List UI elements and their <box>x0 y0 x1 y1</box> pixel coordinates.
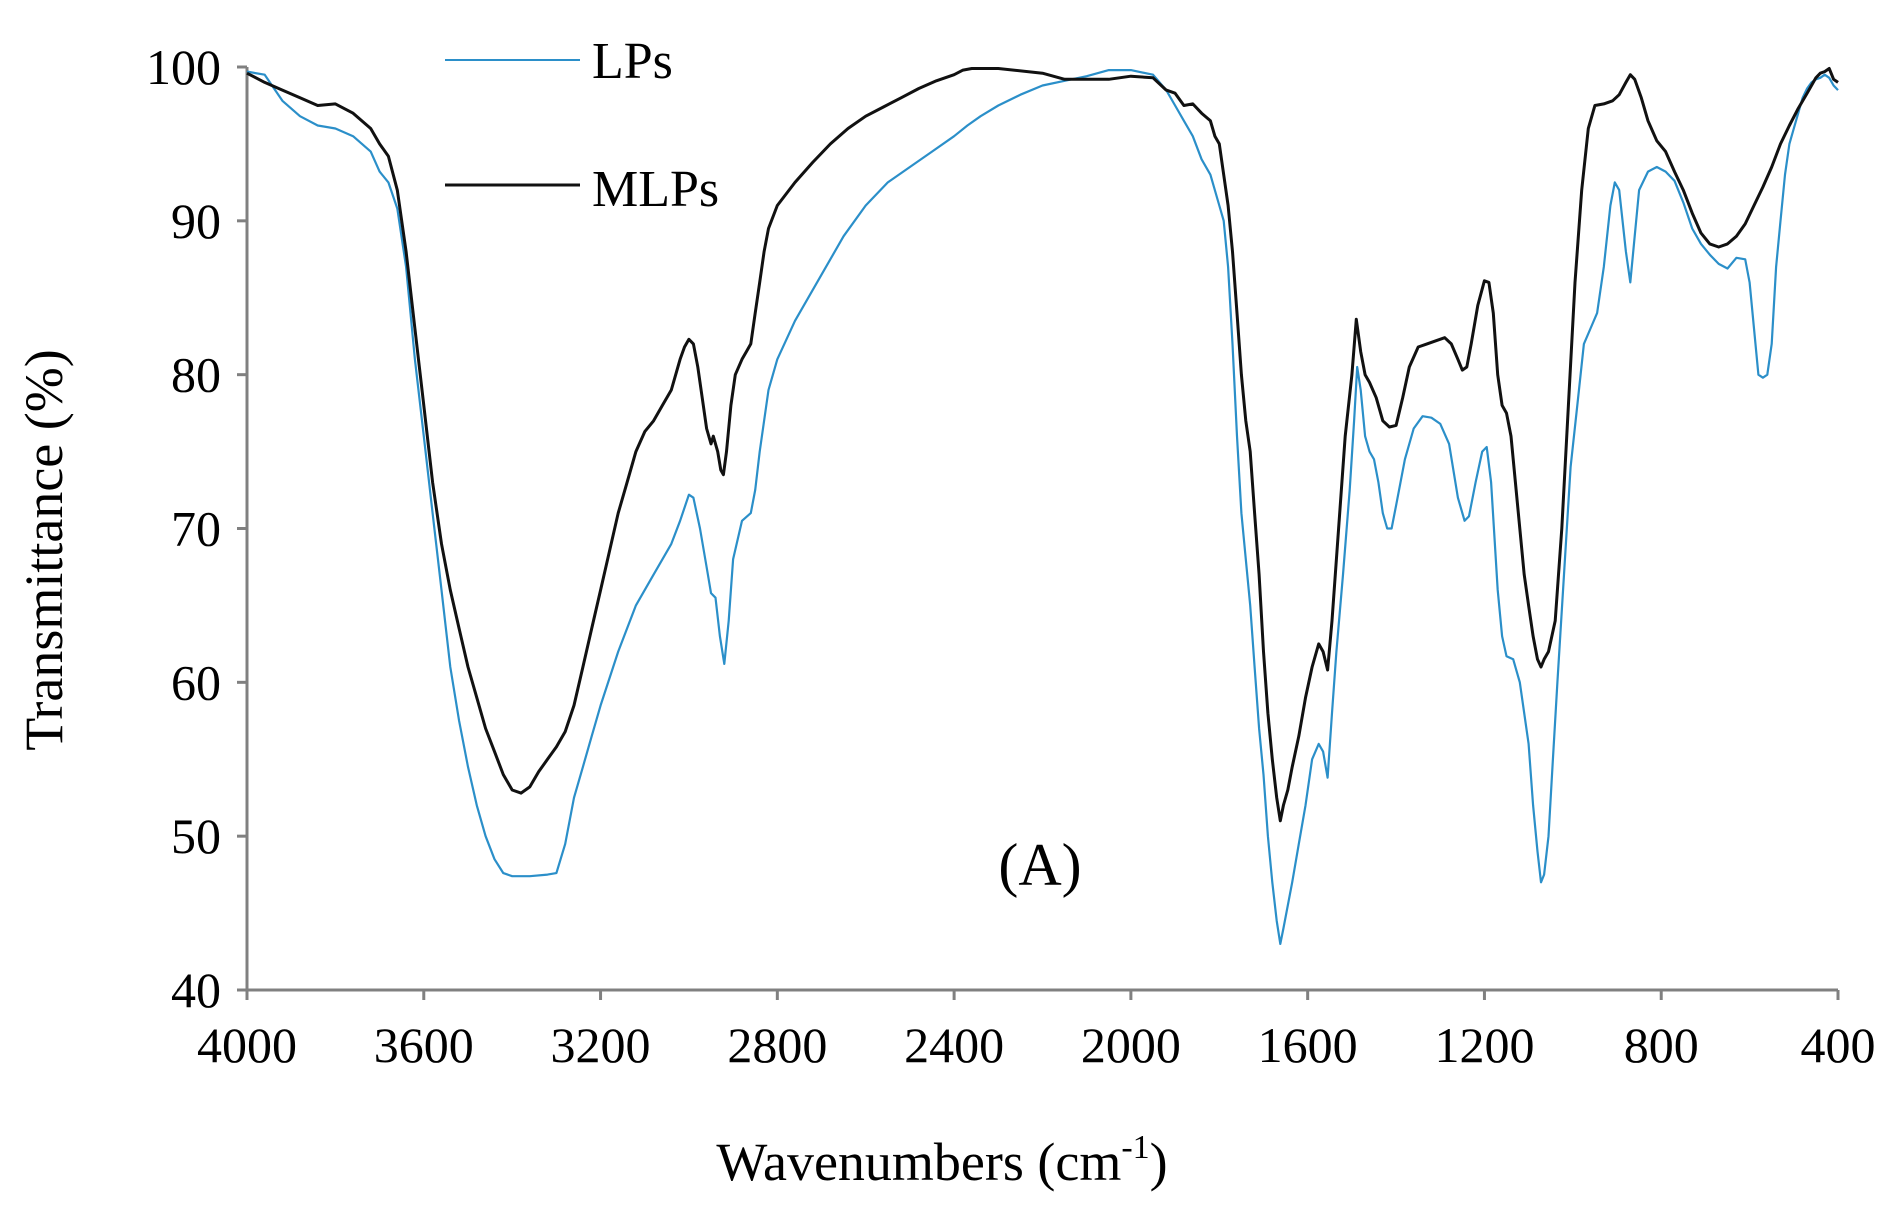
x-axis-title-close: ) <box>1150 1132 1168 1192</box>
x-tick-label: 3200 <box>551 1017 651 1073</box>
y-axis-title: Transmittance (%) <box>14 349 74 750</box>
series-line-lps <box>246 69 1839 945</box>
legend-label-lps: LPs <box>592 33 673 90</box>
series-layer <box>246 67 1839 945</box>
x-tick-label: 1200 <box>1434 1017 1534 1073</box>
x-tick-label: 400 <box>1801 1017 1876 1073</box>
series-line-mlps <box>246 67 1839 823</box>
x-axis-title-superscript: -1 <box>1121 1129 1149 1166</box>
legend: LPs MLPs <box>445 33 719 218</box>
x-tick-label: 800 <box>1624 1017 1699 1073</box>
y-tick-label: 70 <box>171 501 221 557</box>
x-tick-label: 1600 <box>1258 1017 1358 1073</box>
x-tick-label: 2800 <box>727 1017 827 1073</box>
panel-label: (A) <box>998 832 1081 898</box>
y-tick-label: 90 <box>171 193 221 249</box>
y-tick-label: 50 <box>171 808 221 864</box>
x-axis-title-main: Wavenumbers (cm <box>716 1132 1121 1192</box>
x-tick-label: 4000 <box>197 1017 297 1073</box>
y-tick-label: 40 <box>171 962 221 1018</box>
x-axis-title: Wavenumbers (cm-1) <box>716 1129 1167 1192</box>
x-tick-label: 3600 <box>374 1017 474 1073</box>
x-tick-label: 2000 <box>1081 1017 1181 1073</box>
x-tick-label: 2400 <box>904 1017 1004 1073</box>
y-tick-label: 100 <box>146 39 221 95</box>
y-tick-label: 60 <box>171 654 221 710</box>
axes-layer: 40 50 60 70 80 90 100 4000 3600 3200 2800 2400 2000 1… <box>146 39 1876 1073</box>
y-tick-label: 80 <box>171 347 221 403</box>
legend-label-mlps: MLPs <box>592 161 719 218</box>
